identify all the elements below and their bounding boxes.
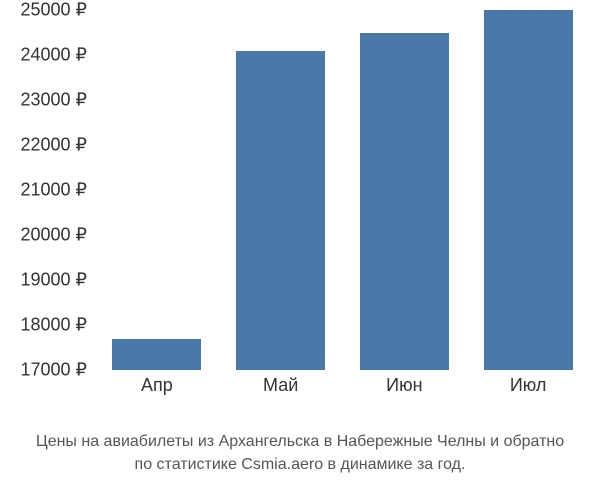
y-tick-label: 21000 ₽	[20, 180, 87, 201]
y-tick-label: 18000 ₽	[20, 315, 87, 336]
x-tick-label: Апр	[141, 375, 173, 396]
x-tick-label: Май	[263, 375, 298, 396]
bar	[484, 10, 573, 370]
y-tick-label: 20000 ₽	[20, 225, 87, 246]
bar	[236, 51, 325, 371]
y-tick-label: 24000 ₽	[20, 45, 87, 66]
caption-line-2: по статистике Csmia.aero в динамике за г…	[8, 453, 592, 476]
bar	[360, 33, 449, 371]
y-tick-label: 17000 ₽	[20, 360, 87, 381]
bar	[112, 339, 201, 371]
caption-line-1: Цены на авиабилеты из Архангельска в Наб…	[8, 430, 592, 453]
plot-area	[95, 10, 590, 370]
y-axis: 17000 ₽18000 ₽19000 ₽20000 ₽21000 ₽22000…	[0, 10, 95, 370]
x-tick-label: Июн	[386, 375, 422, 396]
y-tick-label: 23000 ₽	[20, 90, 87, 111]
y-tick-label: 25000 ₽	[20, 0, 87, 21]
x-axis: Апр Май Июн Июл	[95, 375, 590, 405]
x-tick-label: Июл	[510, 375, 547, 396]
y-tick-label: 19000 ₽	[20, 270, 87, 291]
y-tick-label: 22000 ₽	[20, 135, 87, 156]
price-bar-chart: 17000 ₽ 18000 ₽ 19000 ₽ 20000 ₽ 21000 ₽ 22000…	[0, 10, 600, 410]
chart-caption: Цены на авиабилеты из Архангельска в Наб…	[0, 430, 600, 476]
